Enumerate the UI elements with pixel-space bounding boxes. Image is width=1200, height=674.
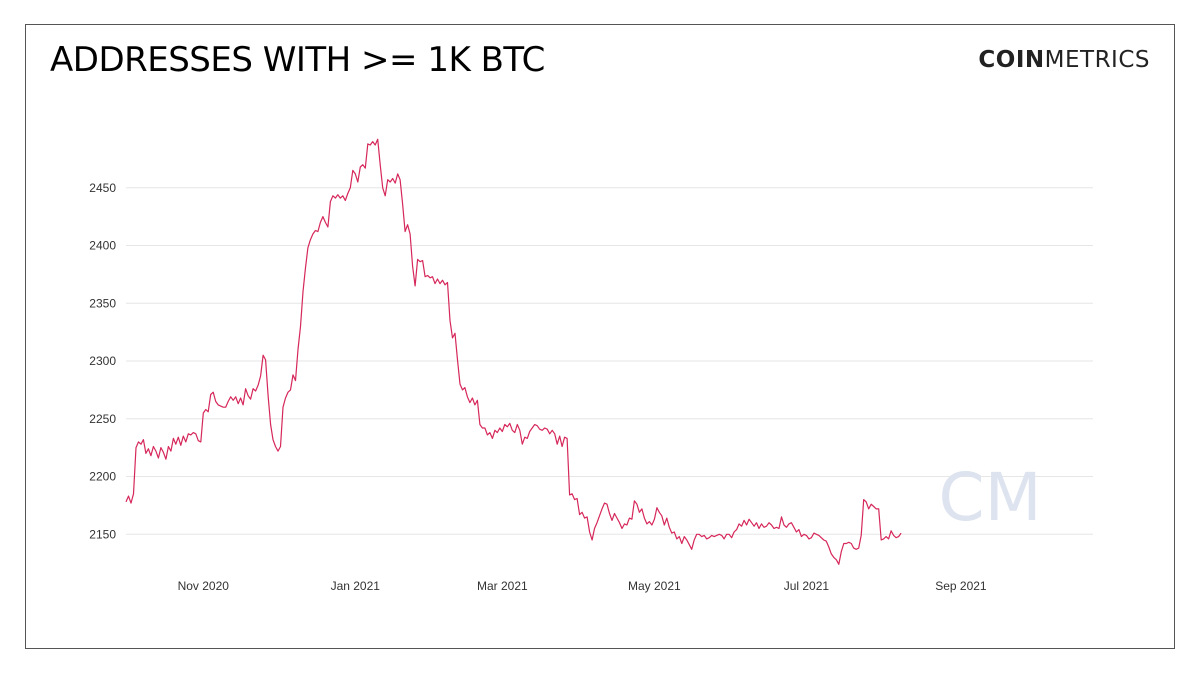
- y-axis-ticks: 2150 2200 2250 2300 2350 2400 2450: [89, 181, 116, 542]
- y-tick-label: 2200: [89, 470, 116, 484]
- chart-frame: [25, 24, 1175, 649]
- y-tick-label: 2350: [89, 296, 116, 310]
- x-tick-label: May 2021: [628, 579, 681, 593]
- y-tick-label: 2400: [89, 239, 116, 253]
- logo-light-text: METRICS: [1044, 47, 1150, 73]
- gridlines: [126, 187, 1093, 535]
- x-tick-label: Jan 2021: [331, 579, 381, 593]
- coinmetrics-logo: COINMETRICS: [978, 47, 1150, 73]
- x-tick-label: Nov 2020: [178, 579, 230, 593]
- logo-bold-text: COIN: [978, 47, 1045, 73]
- y-tick-label: 2250: [89, 412, 116, 426]
- series-layer: [125, 138, 902, 565]
- chart-title: ADDRESSES WITH >= 1K BTC: [50, 40, 545, 80]
- series-line: [125, 138, 902, 565]
- watermark-logo: CM: [938, 459, 1041, 536]
- y-tick-label: 2300: [89, 354, 116, 368]
- x-tick-label: Sep 2021: [935, 579, 987, 593]
- x-axis-ticks: Nov 2020 Jan 2021 Mar 2021 May 2021 Jul 2021…: [178, 579, 987, 593]
- y-tick-label: 2450: [89, 181, 116, 195]
- x-tick-label: Jul 2021: [784, 579, 830, 593]
- x-tick-label: Mar 2021: [477, 579, 528, 593]
- y-tick-label: 2150: [89, 527, 116, 541]
